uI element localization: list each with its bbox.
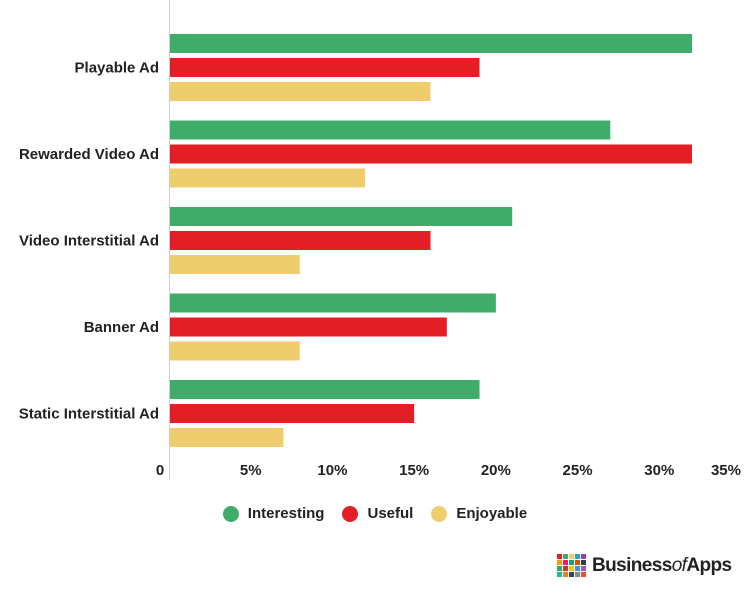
x-tick-labels: 0 5% 10% 15% 20% 25% 30% 35% [156, 462, 741, 479]
x-tick-label: 25% [563, 462, 593, 479]
legend-marker-useful [342, 505, 359, 522]
x-tick-label: 0 [156, 462, 164, 479]
legend: Interesting Useful Enjoyable [0, 505, 750, 522]
logo-tile [569, 554, 574, 559]
category-label-banner-ad: Banner Ad [84, 319, 159, 336]
legend-item-useful[interactable]: Useful [342, 505, 413, 522]
category-label-static-interstitial-ad: Static Interstitial Ad [19, 406, 159, 423]
businessofapps-logo: BusinessofApps [557, 554, 732, 577]
logo-tile [581, 572, 586, 577]
logo-word-apps: Apps [686, 554, 732, 576]
logo-tile [557, 554, 562, 559]
logo-tile [575, 560, 580, 565]
bar-rewarded-video-ad-enjoyable[interactable] [170, 168, 366, 188]
x-tick-label: 30% [644, 462, 674, 479]
bars-group [170, 34, 692, 447]
logo-tile [557, 560, 562, 565]
legend-marker-enjoyable [431, 505, 448, 522]
category-label-playable-ad: Playable Ad [75, 60, 159, 77]
bar-playable-ad-enjoyable[interactable] [170, 82, 431, 101]
logo-tile [569, 560, 574, 565]
logo-tile [563, 572, 568, 577]
legend-marker-interesting [222, 505, 239, 522]
x-tick-label: 10% [317, 462, 347, 479]
bar-chart: Playable Ad Rewarded Video Ad Video Inters… [19, 0, 741, 480]
legend-label-interesting: Interesting [247, 505, 325, 522]
logo-word-of: of [671, 554, 687, 576]
logo-tile [575, 566, 580, 571]
logo-tile [569, 566, 574, 571]
bar-playable-ad-useful[interactable] [170, 58, 480, 77]
bar-rewarded-video-ad-interesting[interactable] [170, 120, 611, 140]
bar-playable-ad-interesting[interactable] [170, 34, 692, 53]
bar-static-interstitial-ad-interesting[interactable] [170, 380, 480, 399]
logo-tile [581, 560, 586, 565]
logo-tile [563, 554, 568, 559]
x-tick-label: 5% [240, 462, 262, 479]
logo-tile [557, 566, 562, 571]
logo-tile [581, 554, 586, 559]
legend-label-enjoyable: Enjoyable [456, 505, 528, 522]
bar-banner-ad-enjoyable[interactable] [170, 341, 300, 361]
bar-static-interstitial-ad-enjoyable[interactable] [170, 428, 284, 447]
bar-rewarded-video-ad-useful[interactable] [170, 144, 692, 164]
legend-label-useful: Useful [367, 505, 414, 522]
logo-wordmark: BusinessofApps [592, 554, 732, 577]
logo-word-business: Business [592, 554, 672, 576]
logo-tile [569, 572, 574, 577]
bar-banner-ad-useful[interactable] [170, 317, 447, 337]
x-tick-label: 35% [711, 462, 741, 479]
category-label-video-interstitial-ad: Video Interstitial Ad [19, 233, 159, 250]
logo-tile [557, 572, 562, 577]
legend-item-enjoyable[interactable]: Enjoyable [431, 505, 527, 522]
logo-tile [581, 566, 586, 571]
bar-static-interstitial-ad-useful[interactable] [170, 404, 415, 423]
logo-tile [563, 560, 568, 565]
x-tick-label: 20% [481, 462, 511, 479]
bar-banner-ad-interesting[interactable] [170, 293, 496, 313]
logo-tile [575, 572, 580, 577]
category-label-rewarded-video-ad: Rewarded Video Ad [19, 146, 159, 163]
logo-tile [575, 554, 580, 559]
x-tick-label: 15% [399, 462, 429, 479]
logo-mosaic-icon [557, 554, 586, 577]
bar-video-interstitial-ad-interesting[interactable] [170, 207, 513, 226]
logo-tile [563, 566, 568, 571]
legend-item-interesting[interactable]: Interesting [222, 505, 325, 522]
category-labels: Playable Ad Rewarded Video Ad Video Inters… [19, 60, 159, 423]
bar-video-interstitial-ad-useful[interactable] [170, 231, 431, 250]
bar-video-interstitial-ad-enjoyable[interactable] [170, 255, 300, 274]
